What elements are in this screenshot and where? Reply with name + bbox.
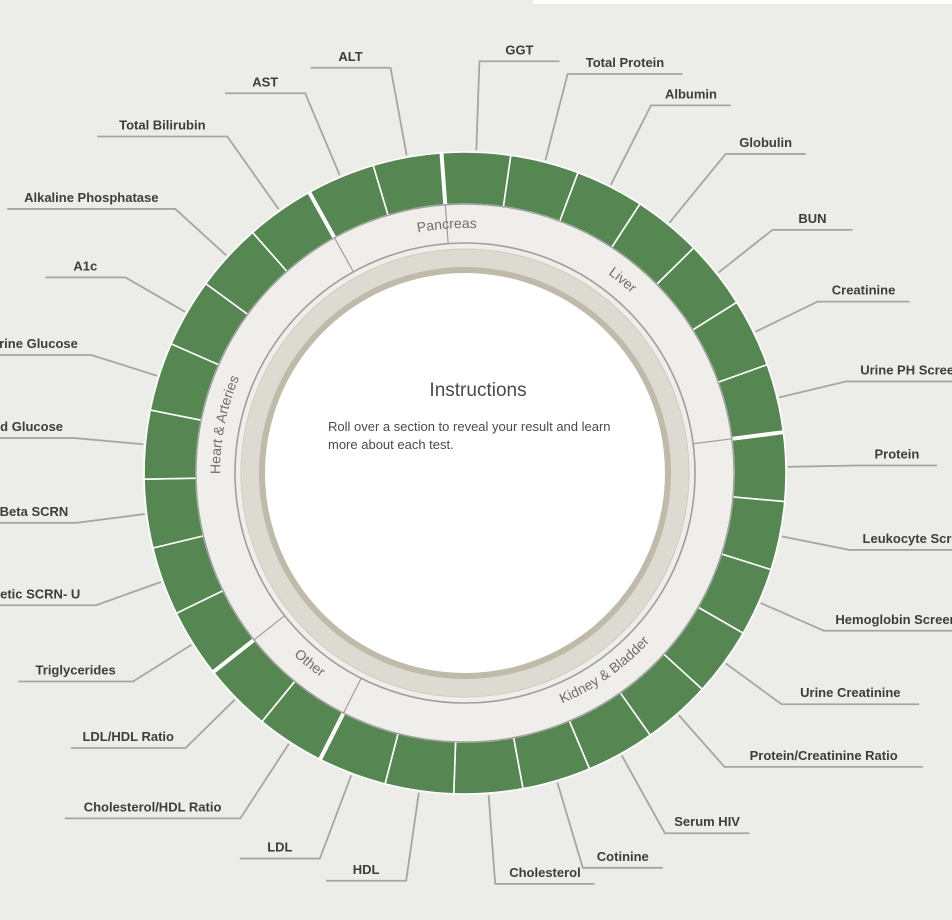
segment-blood-glucose[interactable] [143, 409, 203, 480]
label-creatinine[interactable]: Creatinine [832, 283, 896, 298]
test-labels: GGT Total Protein Albumin Globulin BUN Creati… [0, 42, 952, 880]
label-alkaline-phosphatase[interactable]: Alkaline Phosphatase [24, 190, 158, 205]
leader-hemoglobin-screen [760, 602, 952, 632]
label-total-bilirubin[interactable]: Total Bilirubin [119, 117, 205, 132]
segment-ggt[interactable] [440, 151, 512, 208]
top-bar [533, 0, 952, 4]
leader-beta-scrn [0, 513, 145, 524]
leader-protein [787, 464, 937, 468]
label-ggt[interactable]: GGT [505, 42, 533, 57]
label-ldl[interactable]: LDL [267, 840, 292, 855]
leader-creatinine [755, 300, 910, 333]
label-albumin[interactable]: Albumin [665, 86, 717, 101]
leader-triglycerides [18, 644, 192, 683]
leader-a1c [45, 276, 186, 313]
category-divider [343, 677, 362, 714]
label-urine-creatinine[interactable]: Urine Creatinine [800, 685, 900, 700]
category-divider [333, 237, 354, 273]
label-cholesterol-hdl-ratio[interactable]: Cholesterol/HDL Ratio [84, 799, 222, 814]
category-divider [693, 438, 732, 445]
label-diuretic-scrn-u[interactable]: Diuretic SCRN- U [0, 586, 80, 601]
leader-globulin [668, 153, 806, 224]
label-protein-creatinine-ratio[interactable]: Protein/Creatinine Ratio [750, 748, 898, 763]
category-separator [211, 638, 256, 674]
leader-ldl [239, 774, 353, 860]
segment-beta-scrn[interactable] [143, 477, 205, 549]
leader-alt [310, 66, 408, 156]
band-inner-outline [234, 242, 696, 704]
leader-cholesterol [487, 795, 595, 885]
label-protein[interactable]: Protein [875, 446, 920, 461]
label-bun[interactable]: BUN [798, 211, 826, 226]
label-blood-glucose[interactable]: Blood Glucose [0, 419, 63, 434]
leader-lines [0, 60, 952, 885]
leader-cholesterol-hdl-ratio [64, 743, 290, 820]
leader-serum-hiv [620, 754, 750, 835]
instructions-title: Instructions [429, 380, 527, 401]
leader-ldl-hdl-ratio [70, 698, 236, 749]
segment-cholesterol[interactable] [452, 736, 524, 795]
label-cotinine[interactable]: Cotinine [597, 849, 649, 864]
leader-urine-ph-screen [778, 380, 952, 399]
category-separator [731, 430, 784, 441]
band-outer-outline [195, 203, 735, 743]
leader-ast [225, 92, 341, 176]
leader-urine-glucose [0, 354, 158, 377]
category-divider [253, 615, 285, 641]
leader-alkaline-phosphatase [7, 208, 227, 257]
label-cholesterol[interactable]: Cholesterol [509, 865, 581, 880]
label-triglycerides[interactable]: Triglycerides [36, 662, 116, 677]
label-ast[interactable]: AST [252, 74, 278, 89]
leader-diuretic-scrn-u [0, 581, 162, 607]
leader-protein-creatinine-ratio [678, 714, 923, 768]
label-globulin[interactable]: Globulin [739, 135, 792, 150]
category-separator [439, 152, 448, 205]
label-total-protein[interactable]: Total Protein [586, 55, 665, 70]
label-hdl[interactable]: HDL [353, 862, 380, 877]
leader-total-bilirubin [97, 135, 280, 210]
leader-hdl [326, 792, 420, 882]
category-separator [318, 712, 346, 761]
leader-blood-glucose [0, 437, 144, 446]
leader-bun [717, 228, 853, 274]
instructions-body: Roll over a section to reveal your resul… [328, 419, 611, 452]
inner-rings [240, 248, 690, 698]
label-leukocyte-screen[interactable]: Leukocyte Screen [863, 531, 952, 546]
test-segments [143, 151, 787, 795]
label-alt[interactable]: ALT [338, 49, 362, 64]
leader-cotinine [556, 782, 663, 869]
leader-albumin [610, 104, 731, 186]
label-serum-hiv[interactable]: Serum HIV [674, 814, 740, 829]
label-urine-glucose[interactable]: Urine Glucose [0, 336, 78, 351]
leader-leukocyte-screen [781, 535, 952, 551]
center-disc [265, 273, 665, 673]
leader-urine-creatinine [725, 662, 920, 706]
label-hemoglobin-screen[interactable]: Hemoglobin Screen [835, 612, 952, 627]
leader-total-protein [544, 73, 683, 161]
label-ldl-hdl-ratio[interactable]: LDL/HDL Ratio [82, 729, 174, 744]
label-urine-ph-screen[interactable]: Urine PH Screen [860, 362, 952, 377]
segment-protein[interactable] [730, 431, 787, 503]
label-a1c[interactable]: A1c [73, 258, 97, 273]
leader-ggt [475, 60, 560, 151]
label-beta-scrn[interactable]: Beta SCRN [0, 504, 68, 519]
instructions-panel: Instructions Roll over a section to reve… [328, 380, 618, 454]
category-separator [307, 191, 337, 239]
category-divider [444, 204, 449, 244]
